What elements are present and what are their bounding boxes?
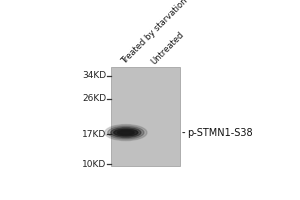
Bar: [111, 67, 181, 166]
Ellipse shape: [108, 126, 144, 139]
Text: 34KD: 34KD: [82, 71, 106, 80]
Text: 26KD: 26KD: [82, 94, 106, 103]
Ellipse shape: [105, 125, 147, 141]
Ellipse shape: [114, 129, 138, 136]
Ellipse shape: [111, 128, 141, 138]
Ellipse shape: [118, 130, 134, 135]
Text: 10KD: 10KD: [82, 160, 106, 169]
Text: p-STMN1-S38: p-STMN1-S38: [183, 128, 253, 138]
Text: Treated by starvation: Treated by starvation: [119, 0, 189, 66]
Text: Untreated: Untreated: [150, 30, 186, 66]
Text: 17KD: 17KD: [82, 130, 106, 139]
